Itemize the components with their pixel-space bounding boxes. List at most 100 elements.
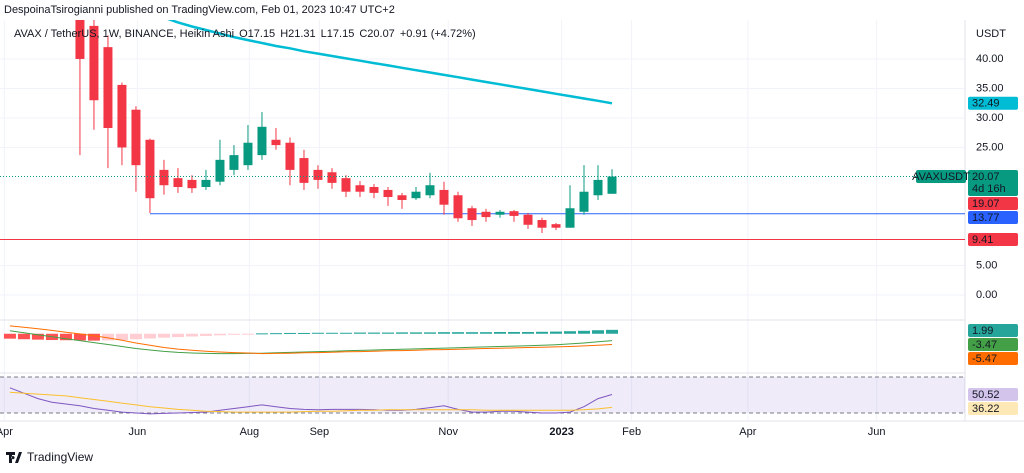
candle-body [257,126,267,156]
symbol-label-bg [916,170,966,184]
price-label-bg [968,96,1018,110]
price-label-bg [968,170,1018,197]
logo-icon [6,452,22,463]
candle-body [425,185,435,196]
histogram-bar [59,333,72,341]
candle-body [75,20,85,59]
histogram-bar [522,331,535,334]
macd-label-bg [968,352,1018,365]
y-tick-label: 35.00 [976,82,1004,94]
candle-body [439,189,449,205]
candle-body [215,159,225,182]
price-label-bg [968,211,1018,225]
candle-body [523,214,533,225]
histogram-bar [255,333,268,335]
candle-body [285,142,295,170]
histogram-bar [578,330,591,334]
histogram-bar [311,332,324,334]
candle-body [145,139,155,199]
candle-body [229,155,239,170]
legend-text: L17.15 [321,28,355,40]
legend-text: AVAX / TetherUS, 1W, BINANCE, Heikin Ash… [14,28,234,40]
x-tick-label: Apr [739,426,756,438]
histogram-bar [101,333,114,341]
candle-body [579,191,589,212]
histogram-bar [465,332,478,334]
x-tick-label: Feb [622,426,641,438]
rsi-label: 50.52 [972,389,1000,401]
histogram-bar [185,333,198,337]
histogram-bar [325,332,338,334]
moving-average [167,20,613,105]
x-tick-label: Apr [0,426,13,438]
histogram-bar [381,332,394,334]
candle-body [383,189,393,198]
candle-body [201,179,211,187]
candle-body [313,169,323,180]
histogram-bar [129,333,142,340]
price-label: 32.49 [972,98,1000,110]
candle-body [355,185,365,192]
histogram-bar [73,333,86,341]
tradingview-logo: TradingView [6,450,93,464]
histogram-bar [423,332,436,334]
x-tick-label: Nov [438,426,458,438]
price-label: 20.07 [972,171,1000,183]
histogram-bar [550,331,563,334]
macd-label: -3.47 [972,339,997,351]
histogram-bar [283,332,296,334]
candle-body [89,25,99,101]
histogram-bar [339,332,352,334]
histogram-bar [227,333,240,335]
histogram-bar [115,333,128,341]
candle-body [187,179,197,189]
histogram-bar [17,333,30,340]
price-label-bg [968,232,1018,246]
histogram-bar [480,332,493,334]
histogram-bar [536,331,549,334]
x-tick-label: 2023 [549,426,573,438]
histogram-bar [367,332,380,334]
candle-body [397,195,407,200]
y-tick-label: 0.00 [976,289,997,301]
candle-body [103,47,113,128]
candle-body [607,176,617,194]
candle-body [565,208,575,228]
candle-body [453,195,463,219]
histogram-bar [494,331,507,334]
macd-label-bg [968,324,1018,337]
histogram-bar [143,333,156,339]
candle-body [411,191,421,199]
candle-body [271,139,281,146]
candle-body [327,172,337,183]
y-tick-label: 40.00 [976,53,1004,65]
rsi-band [0,376,965,413]
rsi-label: 36.22 [972,403,1000,415]
rsi-line [9,391,613,413]
countdown: 4d 16h [972,183,1006,195]
histogram-bar [171,333,184,338]
histogram-bar [213,333,226,336]
price-label-bg [968,197,1018,211]
candle-body [131,109,141,166]
candle-body [495,211,505,215]
rsi-line [9,387,613,415]
histogram-bar [3,333,16,339]
histogram-bar [409,332,422,334]
histogram-bar [87,333,100,341]
y-tick-label: 5.00 [976,259,997,271]
candle-body [467,208,477,221]
x-tick-label: Aug [240,426,260,438]
candle-body [159,169,169,186]
histogram-bar [31,333,44,340]
macd-line [9,325,613,355]
price-label: 19.07 [972,198,1000,210]
legend-text: C20.07 [359,28,394,40]
histogram-bar [451,332,464,334]
histogram-bar [353,332,366,334]
symbol-legend: AVAX / TetherUS, 1W, BINANCE, Heikin Ash… [14,28,476,40]
publisher-line: DespoinaTsirogianni published on Trading… [4,4,395,16]
